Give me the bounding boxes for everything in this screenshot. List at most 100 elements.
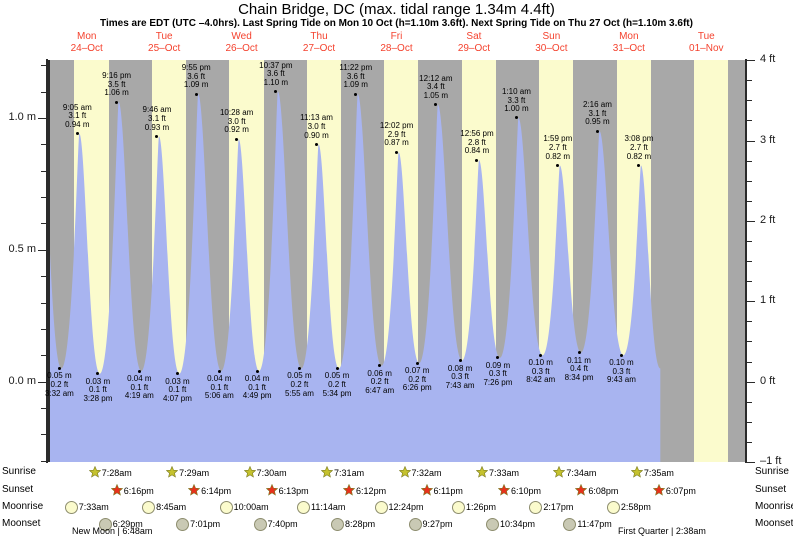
- high-tide-label-11: 1:10 am 3.3 ft 1.00 m: [482, 87, 550, 114]
- high-tide-label-10-line: 2.8 ft: [468, 137, 486, 147]
- low-tide-label-6-line: 0.2 ft: [290, 380, 309, 389]
- moonset-time: 8:28pm: [345, 519, 376, 529]
- left-tick: [41, 144, 46, 146]
- low-tide-label-10-line: 7:43 am: [445, 380, 475, 390]
- right-tick: [747, 100, 752, 102]
- high-tide-label-3: 9:55 pm 3.6 ft 1.09 m: [162, 64, 230, 90]
- low-tide-label-11: 0.09 m 0.3 ft 7:26 pm: [464, 360, 532, 388]
- day-header-dow: Thu: [310, 31, 328, 42]
- left-tick: [41, 355, 46, 357]
- low-tide-dot-10: [458, 359, 462, 362]
- low-tide-label-13-line: 8:34 pm: [564, 372, 594, 382]
- sunrise-star-icon: [553, 465, 566, 480]
- low-tide-label-13-line: 0.11 m: [567, 355, 591, 365]
- high-tide-label-5: 10:37 pm 3.6 ft 1.10 m: [242, 61, 310, 88]
- row-label-sunrise-l: Sunrise: [2, 466, 36, 477]
- low-tide-dot-14: [619, 353, 623, 357]
- sunrise-star-icon: [398, 465, 411, 480]
- left-tick: [38, 381, 46, 383]
- right-tick: [747, 220, 755, 222]
- left-tick: [41, 65, 46, 67]
- low-tide-label-1-line: 0.1 ft: [89, 385, 107, 395]
- moonrise-entry-5: 1:26pm: [451, 501, 496, 514]
- low-tide-dot-8: [378, 364, 382, 368]
- low-tide-label-12-line: 0.10 m: [528, 358, 553, 368]
- high-tide-label-5-line: 3.6 ft: [266, 69, 285, 79]
- moonrise-entry-0: 7:33am: [64, 501, 109, 514]
- low-tide-label-2-line: 4:19 am: [124, 391, 154, 401]
- day-header-dow: Tue: [155, 31, 173, 42]
- low-tide-label-7-line: 5:34 pm: [322, 388, 352, 398]
- right-axis-line: [745, 59, 747, 463]
- sunset-time: 6:12pm: [356, 486, 387, 496]
- row-label-sunset-r: Sunset: [755, 484, 787, 495]
- high-tide-dot-0: [75, 132, 79, 136]
- row-label-moonrise-r: Moonrise: [755, 501, 793, 512]
- moonset-entry-0: 6:29pm: [98, 518, 143, 531]
- high-tide-label-4-line: 0.92 m: [224, 125, 249, 135]
- high-tide-label-10-line: 0.84 m: [464, 146, 490, 156]
- low-tide-label-6-line: 5:55 am: [284, 388, 314, 398]
- day-header-date: 25–Oct: [148, 43, 181, 54]
- left-axis-label-0: 1.0 m: [8, 110, 36, 123]
- right-axis-label-2: 2 ft: [760, 213, 776, 226]
- low-tide-dot-5: [255, 369, 259, 373]
- high-tide-label-13-line: 2:16 am: [582, 100, 612, 110]
- high-tide-dot-9: [434, 103, 438, 107]
- sunrise-time: 7:34am: [566, 468, 597, 478]
- sunrise-entry-6: 7:34am: [553, 465, 597, 480]
- day-header-8: Tue 01–Nov: [668, 31, 745, 55]
- low-tide-label-1: 0.03 m 0.1 ft 3:28 pm: [64, 377, 132, 404]
- low-tide-label-0: 0.05 m 0.2 ft 3:32 am: [25, 372, 93, 398]
- sunset-star-icon: [575, 483, 588, 498]
- high-tide-label-9-line: 3.4 ft: [426, 82, 445, 92]
- moonrise-circle-icon: [297, 501, 311, 514]
- moonset-circle-icon: [253, 518, 267, 531]
- high-tide-label-1-line: 9:16 pm: [102, 71, 132, 81]
- row-label-moonset-l: Moonset: [2, 518, 41, 529]
- high-tide-label-8-line: 12:02 pm: [379, 121, 414, 131]
- sunrise-star-icon: [475, 465, 489, 480]
- sunrise-entry-0: 7:28am: [88, 465, 132, 480]
- day-header-dow: Wed: [231, 31, 252, 42]
- right-tick: [747, 461, 755, 463]
- day-header-3: Thu 27–Oct: [280, 31, 357, 55]
- high-tide-label-1-line: 1.06 m: [104, 88, 129, 98]
- sunrise-time: 7:33am: [488, 468, 519, 478]
- high-tide-dot-12: [556, 163, 560, 167]
- low-tide-label-4-line: 0.04 m: [207, 374, 232, 384]
- moonset-circle-icon: [331, 518, 345, 531]
- low-tide-label-3-line: 4:07 pm: [162, 393, 192, 403]
- right-tick: [747, 120, 752, 122]
- left-tick: [38, 249, 46, 251]
- high-tide-label-0-line: 0.94 m: [65, 119, 90, 129]
- high-tide-dot-2: [155, 134, 159, 138]
- low-tide-dot-6: [297, 366, 301, 370]
- right-tick: [747, 180, 752, 182]
- high-tide-label-8-line: 0.87 m: [384, 138, 409, 148]
- high-tide-label-12-line: 1:59 pm: [543, 134, 573, 144]
- moonset-time: 11:47pm: [577, 519, 612, 529]
- low-tide-label-11-line: 0.3 ft: [489, 369, 507, 379]
- low-tide-label-10-line: 0.3 ft: [451, 372, 469, 382]
- moonset-circle-icon: [176, 518, 190, 531]
- high-tide-label-0-line: 3.1 ft: [68, 111, 87, 121]
- moonrise-entry-7: 2:58pm: [606, 501, 651, 514]
- low-tide-label-0-line: 0.05 m: [47, 371, 72, 381]
- moonset-circle-icon: [563, 518, 577, 531]
- low-tide-label-12-line: 0.3 ft: [531, 366, 550, 376]
- low-tide-dot-12: [539, 353, 543, 357]
- sunrise-star-icon: [88, 465, 101, 480]
- tide-curve: [50, 91, 661, 462]
- low-tide-label-11-line: 0.09 m: [485, 360, 511, 370]
- day-header-dow: Fri: [390, 31, 403, 42]
- low-tide-label-12: 0.10 m 0.3 ft 8:42 am: [507, 359, 575, 385]
- low-tide-label-2-line: 0.04 m: [127, 374, 152, 384]
- tide-plot-area: [48, 60, 747, 462]
- high-tide-label-12-line: 2.7 ft: [548, 143, 567, 153]
- high-tide-label-3-line: 3.6 ft: [187, 71, 206, 81]
- high-tide-label-7-line: 1.09 m: [343, 80, 368, 90]
- high-tide-label-14-line: 0.82 m: [626, 151, 652, 161]
- sunset-star-icon: [342, 483, 356, 498]
